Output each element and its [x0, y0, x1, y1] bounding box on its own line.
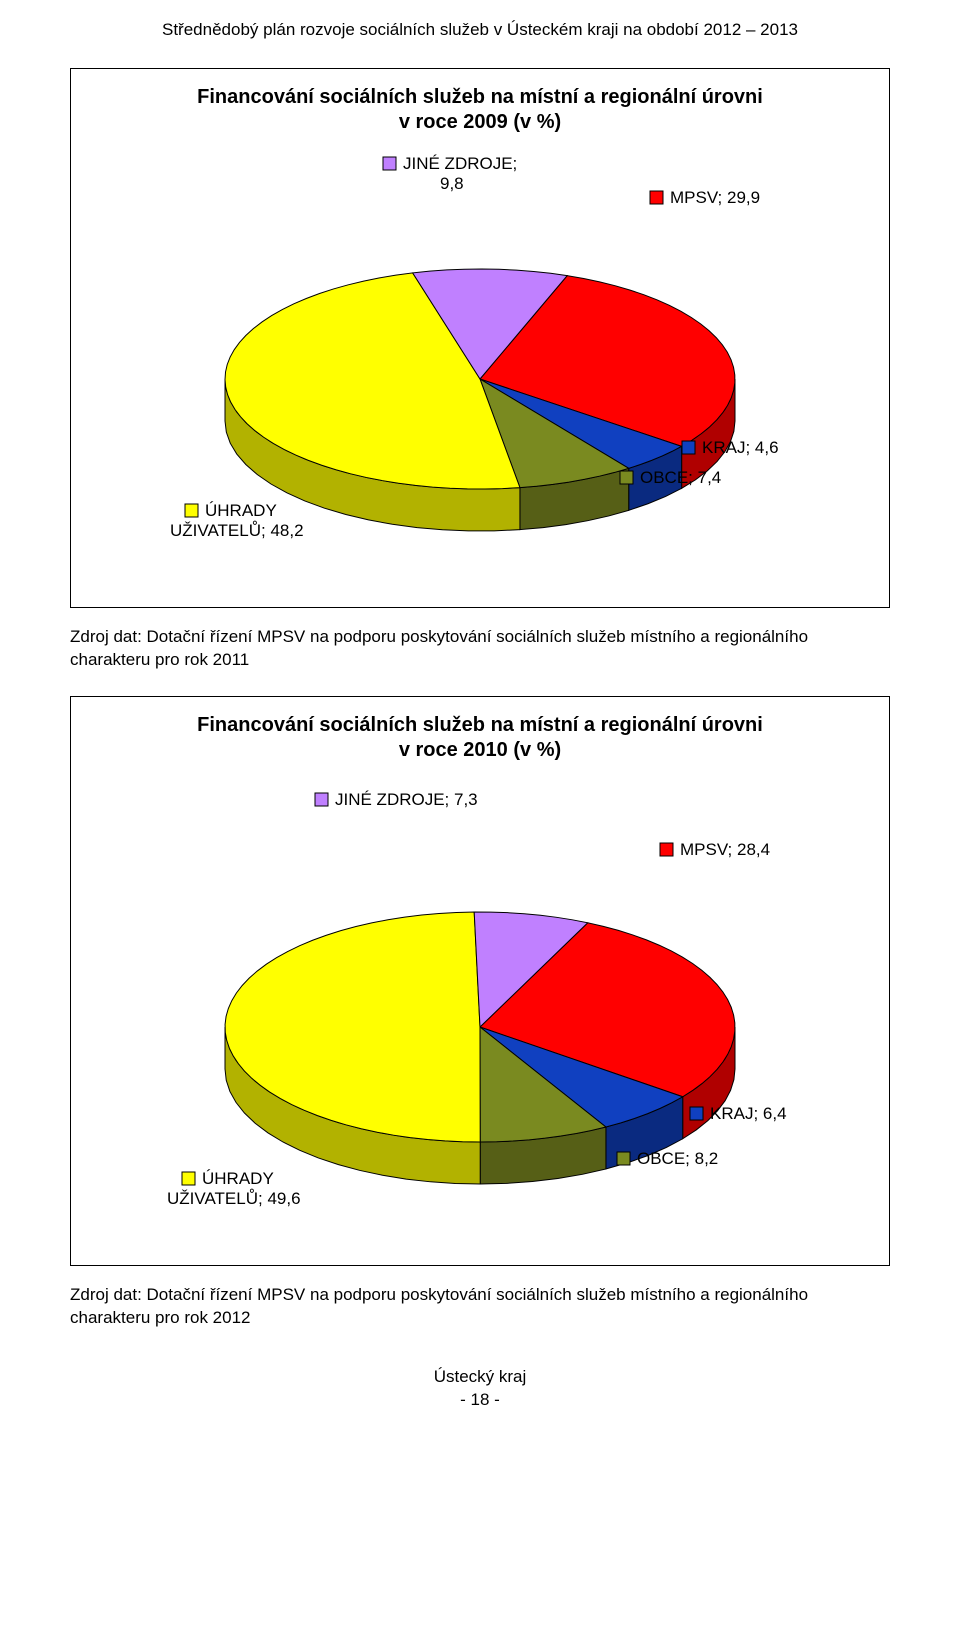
chart1-title: Financování sociálních služeb na místní … — [83, 85, 877, 135]
swatch-uhr-icon — [185, 504, 198, 517]
chart1-label-mpsv: MPSV; 29,9 — [670, 188, 760, 207]
chart1-label-obce: OBCE; 7,4 — [640, 468, 721, 487]
swatch-mpsv-icon — [660, 843, 673, 856]
chart1-label-kraj: KRAJ; 4,6 — [702, 438, 779, 457]
chart2-title-l1: Financování sociálních služeb na místní … — [197, 714, 763, 736]
chart2-label-kraj: KRAJ; 6,4 — [710, 1104, 787, 1123]
chart2-title-l2: v roce 2010 (v %) — [399, 739, 561, 761]
footer-l1: Ústecký kraj — [434, 1367, 527, 1386]
swatch-kraj-icon — [682, 441, 695, 454]
doc-header: Střednědobý plán rozvoje sociálních služ… — [70, 20, 890, 40]
chart2-svg: JINÉ ZDROJE; 7,3 MPSV; 28,4 KRAJ; 6,4 OB… — [90, 777, 870, 1237]
swatch-mpsv-icon — [650, 191, 663, 204]
footer-l2: - 18 - — [460, 1390, 500, 1409]
chart1-label-jine: JINÉ ZDROJE; — [403, 154, 517, 173]
chart2-label-uhr-l2: UŽIVATELŮ; 49,6 — [167, 1189, 301, 1208]
chart2-title: Financování sociálních služeb na místní … — [83, 713, 877, 763]
swatch-obce-icon — [620, 471, 633, 484]
chart1-label-uhr-l1: ÚHRADY — [205, 501, 277, 520]
chart-box-2010: Financování sociálních služeb na místní … — [70, 696, 890, 1266]
chart1-label-jine-v: 9,8 — [440, 174, 464, 193]
chart2-label-jine: JINÉ ZDROJE; 7,3 — [335, 790, 478, 809]
swatch-jine-icon — [383, 157, 396, 170]
chart1-svg: JINÉ ZDROJE; 9,8 MPSV; 29,9 KRAJ; 4,6 OB… — [90, 149, 870, 579]
chart2-label-uhr-l1: ÚHRADY — [202, 1169, 274, 1188]
swatch-obce-icon — [617, 1152, 630, 1165]
swatch-uhr-icon — [182, 1172, 195, 1185]
chart-box-2009: Financování sociálních služeb na místní … — [70, 68, 890, 608]
page: Střednědobý plán rozvoje sociálních služ… — [0, 0, 960, 1452]
chart1-title-l1: Financování sociálních služeb na místní … — [197, 86, 763, 108]
chart2-label-obce: OBCE; 8,2 — [637, 1149, 718, 1168]
swatch-jine-icon — [315, 793, 328, 806]
source1: Zdroj dat: Dotační řízení MPSV na podpor… — [70, 626, 890, 672]
source2: Zdroj dat: Dotační řízení MPSV na podpor… — [70, 1284, 890, 1330]
page-footer: Ústecký kraj - 18 - — [70, 1366, 890, 1412]
swatch-kraj-icon — [690, 1107, 703, 1120]
chart2-label-mpsv: MPSV; 28,4 — [680, 840, 770, 859]
chart1-title-l2: v roce 2009 (v %) — [399, 111, 561, 133]
chart1-label-uhr-l2: UŽIVATELŮ; 48,2 — [170, 521, 304, 540]
